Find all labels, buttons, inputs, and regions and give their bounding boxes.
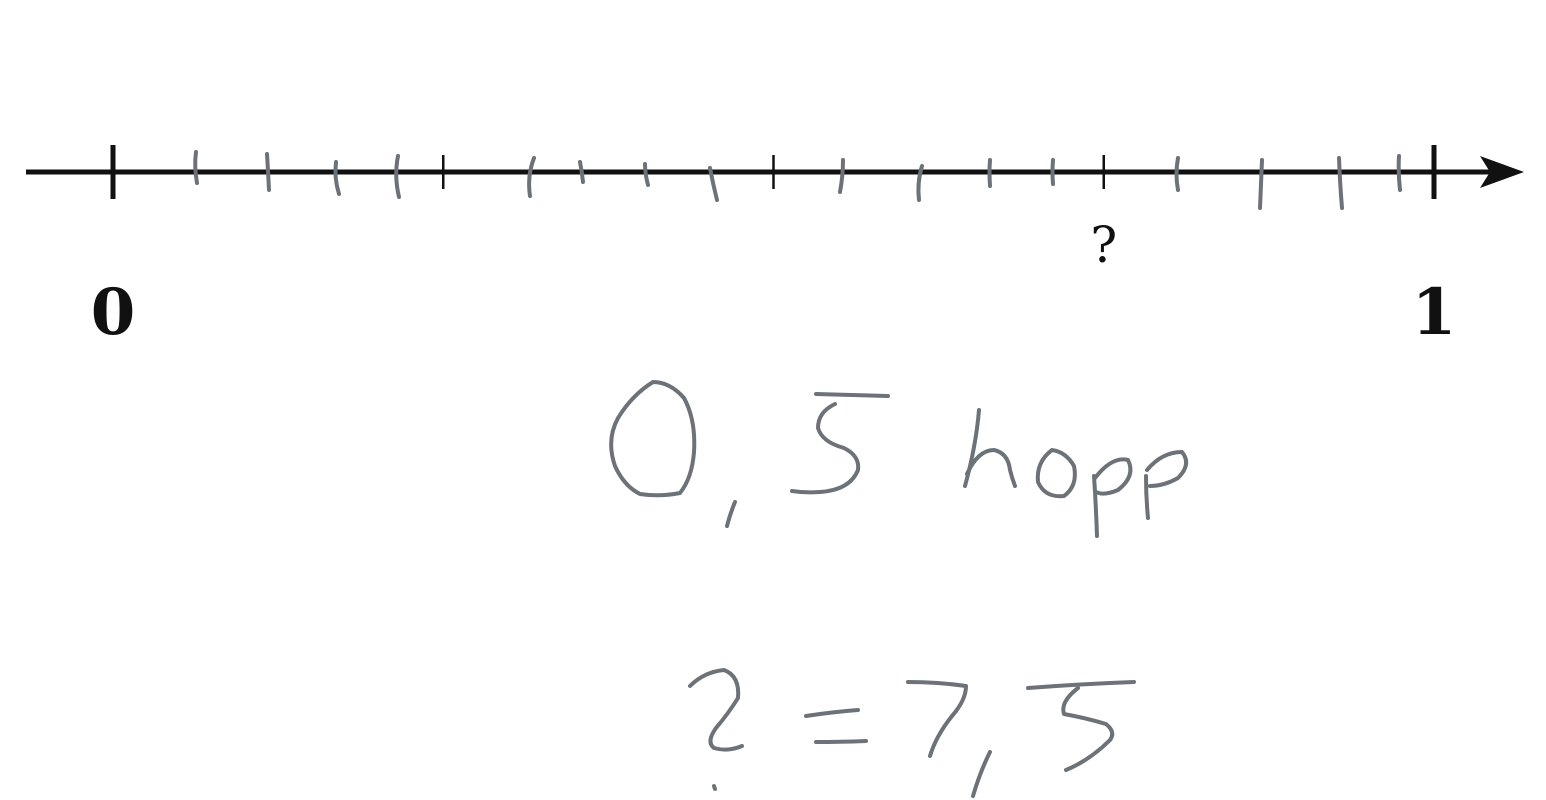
number-line-arrowhead bbox=[1480, 156, 1524, 188]
hand-tick bbox=[578, 160, 585, 184]
hand-tick bbox=[527, 156, 536, 198]
hand-tick bbox=[708, 166, 719, 202]
hand-tick bbox=[987, 158, 992, 188]
hand-tick bbox=[394, 154, 401, 199]
end-label: 1 bbox=[1412, 275, 1457, 350]
unknown-value-label: ? bbox=[1090, 216, 1117, 274]
handwritten-line-1 bbox=[609, 380, 1189, 538]
hand-tick bbox=[1396, 154, 1402, 192]
hand-tick bbox=[1050, 158, 1055, 186]
handwritten-line-2 bbox=[688, 668, 1136, 798]
hand-tick bbox=[1337, 156, 1344, 210]
printed-ticks bbox=[110, 145, 1437, 199]
hand-tick bbox=[643, 162, 650, 187]
hand-tick bbox=[1258, 158, 1264, 210]
hand-tick bbox=[265, 152, 271, 192]
hand-tick bbox=[1174, 156, 1180, 192]
hand-tick bbox=[916, 164, 924, 202]
hand-tick bbox=[838, 158, 845, 194]
hand-tick bbox=[193, 150, 199, 185]
hand-tick bbox=[333, 160, 341, 196]
handwritten-tick-marks bbox=[193, 150, 1402, 210]
start-label: 0 bbox=[91, 275, 136, 350]
